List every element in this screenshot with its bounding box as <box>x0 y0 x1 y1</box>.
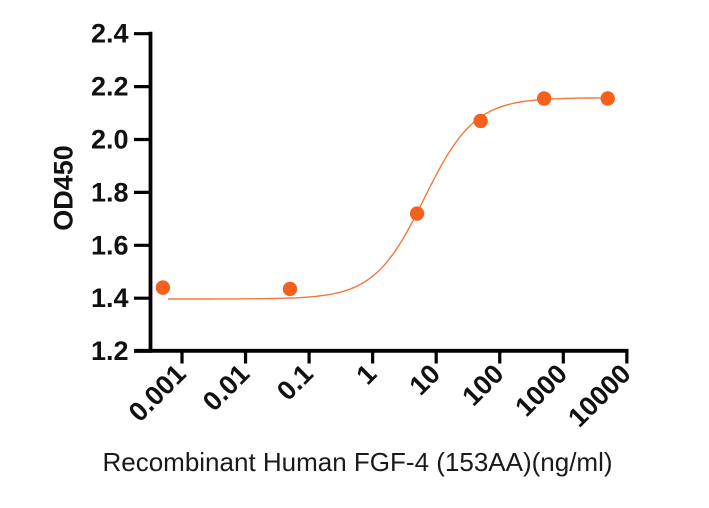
x-tick-label-0.1: 0.1 <box>271 359 319 407</box>
data-point <box>409 206 425 221</box>
x-tick-label-0.01: 0.01 <box>197 359 255 417</box>
y-tick-label-2.2: 2.2 <box>91 72 129 102</box>
x-tick-label-0.001: 0.001 <box>123 359 192 428</box>
x-tick-label-1: 1 <box>351 359 383 391</box>
tick-labels-group: 1.2 1.4 1.6 1.8 2.0 2.2 2.4 0.001 0.01 0.1 1 10 100 1… <box>91 19 637 433</box>
data-point <box>600 91 615 106</box>
y-tick-label-1.4: 1.4 <box>91 283 129 313</box>
y-tick-label-2.4: 2.4 <box>91 19 129 49</box>
data-point <box>282 281 298 297</box>
data-points-group <box>155 91 615 297</box>
y-tick-label-1.8: 1.8 <box>91 177 129 207</box>
fit-curve <box>167 97 609 300</box>
x-tick-label-10000: 10000 <box>562 359 636 433</box>
y-tick-label-2.0: 2.0 <box>91 125 129 155</box>
x-tick-label-100: 100 <box>456 359 509 412</box>
y-tick-label-1.2: 1.2 <box>91 336 129 366</box>
data-point <box>473 113 488 129</box>
ticks-group <box>134 32 629 364</box>
x-tick-label-10: 10 <box>403 359 445 401</box>
fit-curve-group <box>167 97 609 300</box>
axes-group <box>134 31 629 353</box>
x-axis-title: Recombinant Human FGF-4 (153AA)(ng/ml) <box>102 447 612 477</box>
data-point <box>536 91 552 106</box>
y-tick-label-1.6: 1.6 <box>91 230 129 260</box>
y-axis-title: OD450 <box>49 145 79 231</box>
data-point <box>155 280 171 295</box>
